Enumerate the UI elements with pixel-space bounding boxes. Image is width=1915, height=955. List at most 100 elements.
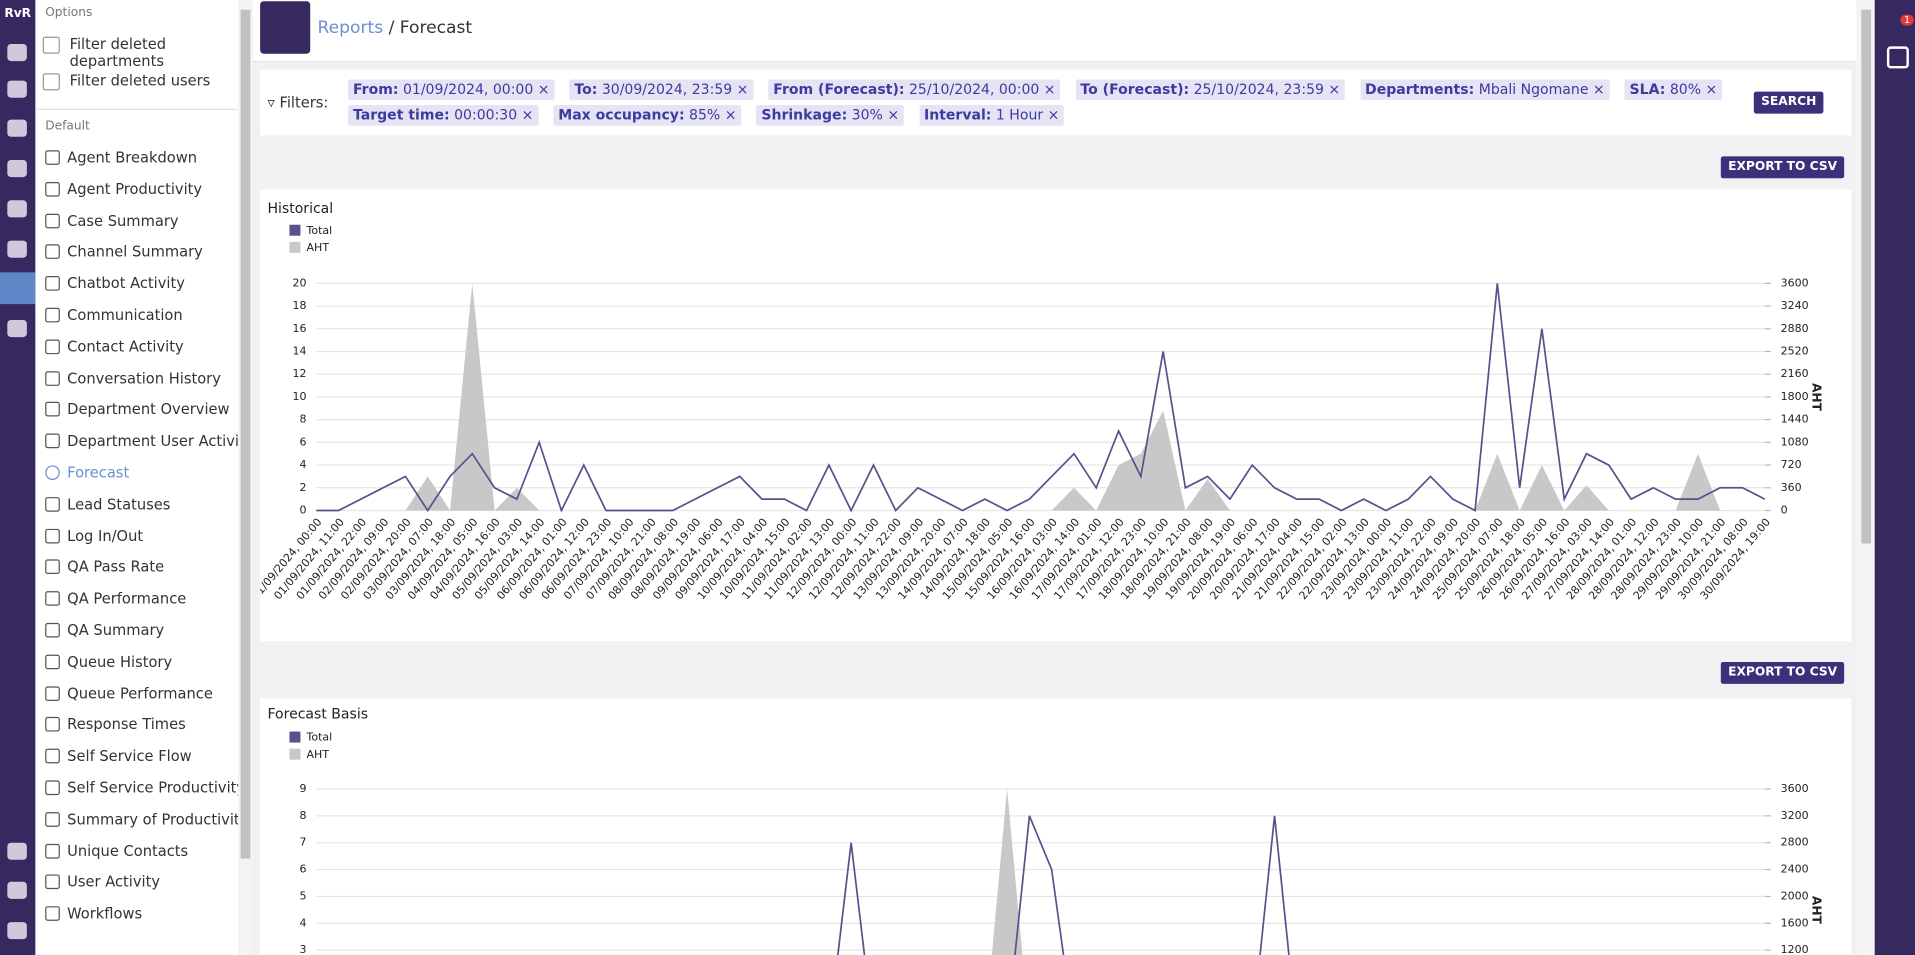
menu-item[interactable]: Department Overview	[45, 401, 230, 419]
option[interactable]: Filter deleted departments	[42, 35, 226, 70]
legend-swatch	[289, 224, 301, 236]
chart-panel: Historical Total AHT 0 2 4 6 8 10 12 14 16 18 20 0 360 7…	[249, 189, 1852, 642]
legend-label: AHT	[307, 748, 330, 761]
filter-chip[interactable]: To: 30/09/2024, 23:59 ×	[569, 79, 754, 101]
filter-chip[interactable]: Target time: 00:00:30 ×	[348, 105, 539, 126]
menu-item[interactable]: Self Service Flow	[45, 748, 192, 765]
menu-label: Self Service Productivity	[67, 779, 246, 797]
menu-icon	[45, 654, 60, 670]
option[interactable]: Filter deleted users	[42, 72, 211, 91]
cases-icon[interactable]	[7, 240, 27, 258]
menu-item[interactable]: QA Pass Rate	[45, 559, 164, 576]
legend-label: AHT	[307, 241, 330, 254]
menu-item[interactable]: Contact Activity	[45, 338, 184, 355]
home-icon[interactable]	[7, 80, 27, 98]
menu-icon	[45, 244, 60, 260]
filter-chip[interactable]: Max occupancy: 85% ×	[553, 105, 742, 126]
menu-item[interactable]: User Activity	[45, 874, 160, 891]
chip-value: 01/09/2024, 00:00	[402, 80, 534, 98]
menu-label: Case Summary	[67, 212, 179, 230]
menu-label: Conversation History	[67, 369, 221, 387]
y2-tick-label: 2400	[1781, 863, 1809, 876]
filter-chip[interactable]: SLA: 80% ×	[1624, 79, 1723, 101]
apps-icon[interactable]	[7, 200, 27, 218]
menu-label: Department Overview	[67, 401, 230, 419]
breadcrumb-link[interactable]: Reports	[317, 18, 384, 38]
menu-item[interactable]: Lead Statuses	[45, 496, 170, 513]
menu-item[interactable]: Communication	[45, 307, 183, 324]
menu-item[interactable]: Queue History	[45, 653, 172, 670]
menu-icon	[45, 748, 60, 764]
separator: /	[388, 18, 395, 38]
breadcrumb-current: Forecast	[399, 18, 473, 38]
filter-chip[interactable]: From: 01/09/2024, 00:00 ×	[348, 79, 555, 101]
chip-label: To:	[574, 80, 598, 98]
settings-icon[interactable]	[7, 842, 27, 860]
reports-icon[interactable]	[0, 272, 36, 305]
filter-chip[interactable]: Departments: Mbali Ngomane ×	[1360, 79, 1610, 101]
menu-item[interactable]: Queue Performance	[45, 685, 213, 702]
menu-icon	[45, 717, 60, 733]
menu-label: Response Times	[67, 716, 186, 734]
search-icon[interactable]	[7, 119, 27, 137]
y2-tick-label: 0	[1781, 504, 1788, 517]
menu-label: User Activity	[67, 873, 161, 891]
logout-icon[interactable]	[7, 922, 27, 940]
export-button[interactable]: EXPORT TO CSV	[1720, 661, 1845, 684]
menu-icon	[45, 433, 60, 449]
legend-label: Total	[306, 224, 333, 237]
menu-item[interactable]: QA Performance	[45, 590, 186, 607]
tools-icon[interactable]	[7, 881, 27, 899]
menu-item[interactable]: Forecast	[45, 464, 129, 481]
legend-swatch	[289, 748, 301, 760]
filter-chip[interactable]: Shrinkage: 30% ×	[756, 105, 905, 126]
menu-label: Queue Performance	[67, 684, 213, 702]
phone-icon[interactable]	[1886, 46, 1909, 69]
menu-label: QA Performance	[67, 590, 187, 608]
menu-item[interactable]: Self Service Productivity	[45, 779, 245, 796]
chip-value: 30%	[851, 106, 883, 124]
scrollbar[interactable]	[238, 0, 253, 955]
y2-tick-label: 3200	[1781, 809, 1809, 822]
inbox-icon[interactable]	[7, 319, 27, 338]
y2-tick-label: 1800	[1781, 390, 1809, 403]
menu-item[interactable]: Summary of Productivity	[45, 811, 248, 828]
menu-item[interactable]: Log In/Out	[45, 527, 143, 544]
menu-item[interactable]: Unique Contacts	[45, 842, 188, 859]
search-button[interactable]: SEARCH	[1753, 91, 1824, 114]
y2-tick-label: 720	[1781, 458, 1802, 471]
menu-item[interactable]: Response Times	[45, 716, 186, 733]
menu-item[interactable]: QA Summary	[45, 622, 164, 639]
area	[316, 283, 1765, 511]
export-button[interactable]: EXPORT TO CSV	[1720, 156, 1845, 179]
filter-chip[interactable]: From (Forecast): 25/10/2024, 00:00 ×	[768, 79, 1061, 101]
menu-icon	[45, 528, 60, 543]
menu-icon	[45, 906, 60, 922]
filter-chip[interactable]: To (Forecast): 25/10/2024, 23:59 ×	[1075, 79, 1346, 101]
menu-item[interactable]: Workflows	[45, 905, 142, 922]
menu-item[interactable]: Conversation History	[45, 370, 221, 387]
menu-item[interactable]: Channel Summary	[45, 244, 203, 261]
menu-item[interactable]: Agent Productivity	[45, 181, 202, 198]
y-tick-label: 18	[293, 299, 307, 312]
menu-label: Chatbot Activity	[67, 275, 185, 293]
menu-item[interactable]: Chatbot Activity	[45, 275, 185, 292]
menu-item[interactable]: Case Summary	[45, 212, 179, 230]
chip-value: 25/10/2024, 23:59	[1193, 80, 1324, 98]
menu-icon	[45, 465, 60, 480]
notifications-icon[interactable]	[7, 43, 27, 62]
scrollbar[interactable]	[1856, 0, 1875, 955]
y2-tick-label: 2000	[1781, 889, 1809, 902]
chip-label: SLA:	[1629, 80, 1666, 98]
menu-label: Unique Contacts	[67, 842, 189, 860]
chip-value: 85%	[689, 106, 721, 124]
menu-icon	[45, 213, 60, 228]
menu-icon	[45, 780, 60, 796]
menu-item[interactable]: Department User Activity	[45, 433, 253, 450]
users-icon[interactable]	[7, 159, 27, 178]
y-tick-label: 4	[300, 916, 307, 929]
menu-item[interactable]: Agent Breakdown	[45, 149, 197, 166]
filter-chip[interactable]: Interval: 1 Hour ×	[919, 105, 1065, 126]
filters-bar: ▿ Filters: SEARCH From: 01/09/2024, 00:0…	[260, 69, 1852, 136]
